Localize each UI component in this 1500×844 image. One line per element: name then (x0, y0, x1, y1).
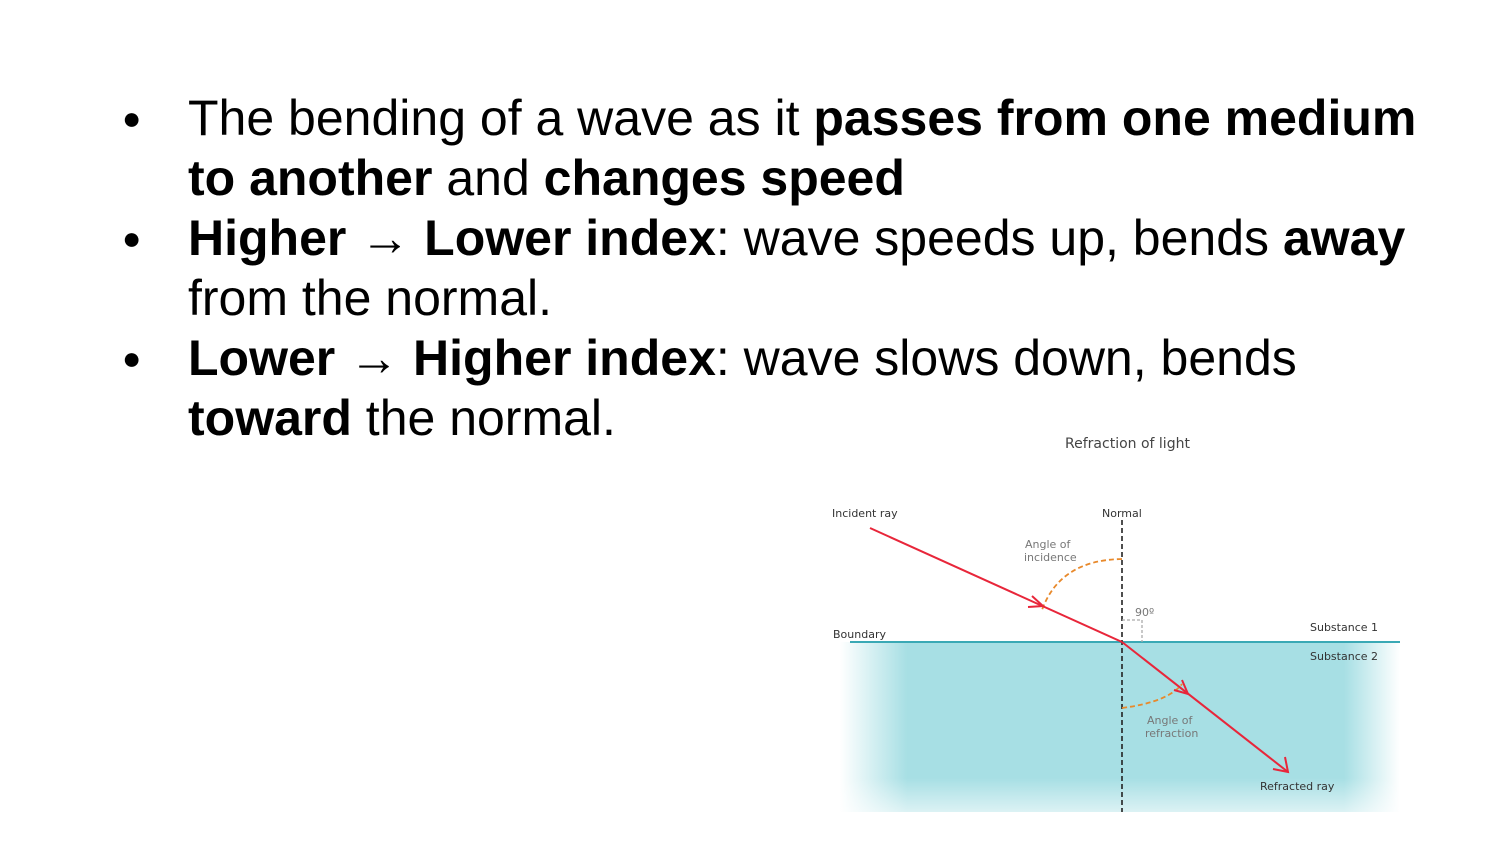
refracted-ray (1121, 641, 1289, 773)
bullet-bold-phrase: Lower index (424, 210, 716, 266)
diagram-title: Refraction of light (1065, 436, 1190, 452)
bullet-text-run: → (335, 330, 414, 386)
angle-of-refraction-label-1: Angle of (1147, 714, 1194, 727)
right-angle-label: 90º (1135, 606, 1154, 619)
bullet-text-run: : wave slows down, bends (715, 330, 1297, 386)
bullet-bold-phrase: Higher index (413, 330, 716, 386)
refracted-arrowhead-2 (1272, 756, 1290, 774)
refracted-ray-label: Refracted ray (1260, 780, 1335, 793)
bullet-text: Higher → Lower index: wave speeds up, be… (188, 210, 1405, 326)
bullet-list: ● The bending of a wave as it passes from… (110, 88, 1450, 448)
bullet-dot: ● (122, 220, 142, 256)
angle-of-incidence-arc (1041, 558, 1123, 611)
bullet-text-run: : wave speeds up, bends (715, 210, 1283, 266)
boundary-label: Boundary (833, 628, 886, 641)
bullet-text-run: The bending of a wave as it (188, 90, 814, 146)
bullet-bold-phrase: Lower (188, 330, 336, 386)
bullet-text-run: from the normal. (188, 270, 553, 326)
bullet-text-run: the normal. (351, 390, 616, 446)
incident-ray (869, 527, 1123, 643)
refracted-arrowhead-1 (1173, 679, 1190, 696)
bullet-bold-phrase: passes from one medium to another (188, 90, 1417, 206)
right-angle-marker (1122, 619, 1143, 642)
bullet-text-run: → (346, 210, 425, 266)
bullet-bold-phrase: toward (188, 390, 352, 446)
incident-ray-label: Incident ray (832, 507, 898, 520)
angle-of-incidence-label-2: incidence (1024, 551, 1077, 564)
normal-label: Normal (1102, 507, 1142, 520)
refraction-diagram: Incident ray Normal Angle of incidence 9… (832, 507, 1400, 812)
bullet-text: Lower → Higher index: wave slows down, b… (188, 330, 1297, 446)
substance-1-label: Substance 1 (1310, 621, 1378, 634)
bullet-text-run: and (432, 150, 544, 206)
bullet-dot: ● (122, 340, 142, 376)
bullet-bold-phrase: away (1282, 210, 1406, 266)
angle-of-refraction-label-2: refraction (1145, 727, 1198, 740)
substance-2-label: Substance 2 (1310, 650, 1378, 663)
bullet-bold-phrase: Higher (188, 210, 347, 266)
incident-arrowhead (1027, 595, 1046, 608)
bullet-item: ● Higher → Lower index: wave speeds up, b… (110, 208, 1450, 328)
bullet-text: The bending of a wave as it passes from … (188, 90, 1416, 206)
angle-of-incidence-label-1: Angle of (1025, 538, 1072, 551)
bullet-item: ● Lower → Higher index: wave slows down, … (110, 328, 1450, 448)
bullet-item: ● The bending of a wave as it passes from… (110, 88, 1450, 208)
bullet-dot: ● (122, 100, 142, 136)
bullet-bold-phrase: changes speed (543, 150, 905, 206)
